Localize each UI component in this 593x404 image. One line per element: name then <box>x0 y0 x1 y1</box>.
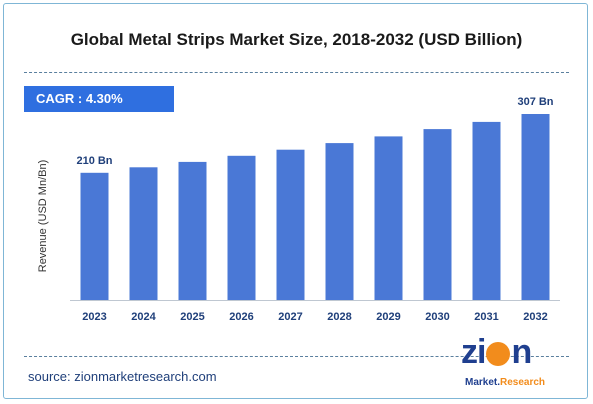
bar-2025 <box>178 161 207 300</box>
bar-2023 <box>80 172 109 300</box>
logo-subtitle: Market.Research <box>465 377 546 388</box>
x-tick-label: 2029 <box>376 311 400 323</box>
bar-2026 <box>227 155 256 300</box>
logo-wordmark: zi n <box>461 333 532 371</box>
x-tick-label: 2031 <box>474 311 498 323</box>
data-label: 307 Bn <box>517 96 553 108</box>
data-label: 210 Bn <box>76 155 112 167</box>
x-tick-label: 2023 <box>82 311 106 323</box>
source-note: source: zionmarketresearch.com <box>28 369 217 384</box>
bar-2027 <box>276 149 305 300</box>
bar-2029 <box>374 136 403 300</box>
x-tick-label: 2027 <box>278 311 302 323</box>
bar-2032 <box>521 114 550 300</box>
bar-2030 <box>423 129 452 300</box>
x-tick-label: 2026 <box>229 311 253 323</box>
x-tick-label: 2028 <box>327 311 351 323</box>
cagr-badge: CAGR : 4.30% <box>24 86 174 112</box>
x-tick-label: 2024 <box>131 311 156 323</box>
bar-2031 <box>472 121 501 301</box>
top-divider <box>24 72 569 73</box>
bar-2028 <box>325 143 354 300</box>
x-tick-label: 2030 <box>425 311 449 323</box>
x-tick-label: 2025 <box>180 311 204 323</box>
bar-2024 <box>129 167 158 300</box>
chart-title: Global Metal Strips Market Size, 2018-20… <box>70 30 523 49</box>
zion-logo: zi n Market.Research <box>461 333 573 395</box>
x-tick-label: 2032 <box>523 311 547 323</box>
bottom-divider <box>24 356 569 357</box>
